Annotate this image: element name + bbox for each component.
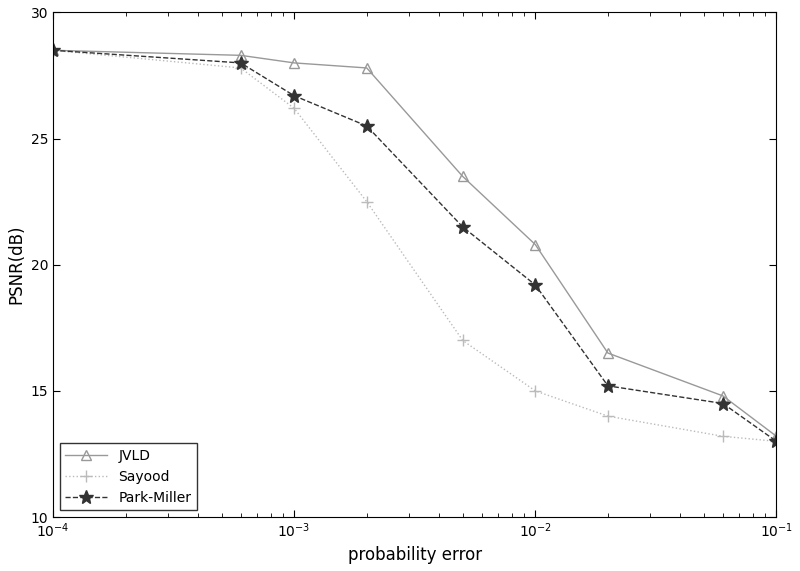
Park-Miller (530, 282, 540, 288)
Line: JVLD: JVLD (48, 46, 782, 441)
Sayood (772, 438, 782, 445)
Park-Miller (458, 223, 467, 230)
Y-axis label: PSNR(dB): PSNR(dB) (7, 225, 25, 304)
JVLD (530, 241, 540, 248)
Legend: JVLD, Sayood, Park-Miller: JVLD, Sayood, Park-Miller (60, 443, 197, 510)
Park-Miller (48, 47, 58, 54)
Sayood (718, 433, 728, 440)
Line: Sayood: Sayood (47, 45, 782, 447)
Park-Miller (772, 438, 782, 445)
Line: Park-Miller: Park-Miller (46, 43, 783, 448)
Sayood (603, 413, 613, 420)
JVLD (362, 65, 371, 71)
X-axis label: probability error: probability error (348, 546, 482, 564)
JVLD (48, 47, 58, 54)
JVLD (718, 392, 728, 399)
Sayood (362, 198, 371, 205)
Sayood (458, 337, 467, 344)
JVLD (236, 52, 246, 59)
Park-Miller (718, 400, 728, 407)
Sayood (530, 388, 540, 395)
Park-Miller (236, 59, 246, 66)
JVLD (603, 349, 613, 356)
Sayood (290, 105, 299, 112)
Sayood (48, 47, 58, 54)
Park-Miller (603, 383, 613, 389)
Park-Miller (362, 123, 371, 130)
Sayood (236, 65, 246, 71)
JVLD (772, 433, 782, 440)
JVLD (458, 173, 467, 180)
Park-Miller (290, 93, 299, 99)
JVLD (290, 59, 299, 66)
